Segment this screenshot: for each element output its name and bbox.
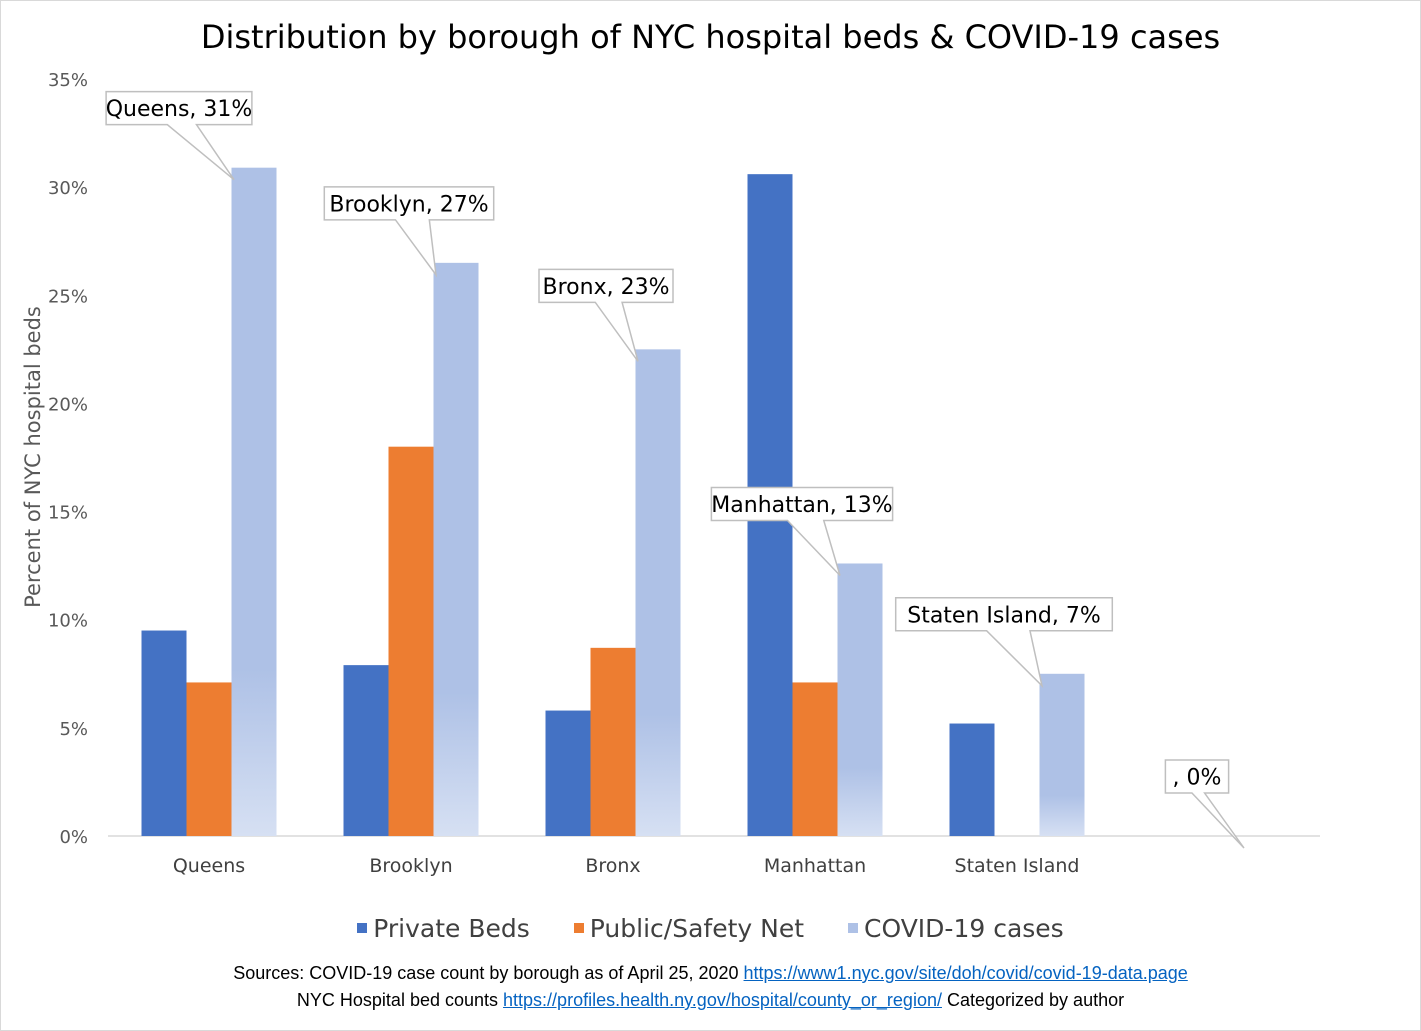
x-tick-label: Staten Island	[955, 855, 1080, 877]
legend-swatch	[848, 923, 859, 933]
sources-line-1-text: Sources: COVID-19 case count by borough …	[233, 963, 739, 983]
bar-private-beds-staten-island	[949, 723, 995, 836]
y-tick-label: 0%	[59, 827, 88, 848]
bar-private-beds-queens	[141, 630, 187, 836]
x-tick-label: Brooklyn	[369, 855, 452, 877]
callout-label: Brooklyn, 27%	[329, 192, 488, 217]
bar-public-safety-net-manhattan	[792, 682, 838, 836]
callout-label: Staten Island, 7%	[907, 603, 1101, 628]
sources-footnote: Sources: COVID-19 case count by borough …	[0, 960, 1421, 1014]
bar-covid-19-cases-queens	[231, 167, 277, 837]
legend-swatch	[573, 923, 584, 933]
sources-line-2-text: NYC Hospital bed counts	[296, 990, 499, 1010]
y-tick-label: 20%	[48, 394, 88, 415]
bar-public-safety-net-queens	[186, 682, 232, 836]
legend-label: Public/Safety Net	[589, 913, 805, 943]
y-tick-label: 10%	[48, 611, 88, 632]
bar-covid-19-cases-brooklyn	[433, 262, 479, 836]
chart-title: Distribution by borough of NYC hospital …	[200, 18, 1221, 56]
legend-label: Private Beds	[373, 913, 530, 943]
callout-box-staten-island	[894, 597, 1114, 689]
sources-line-2: NYC Hospital bed counts https://profiles…	[0, 987, 1421, 1014]
bar-covid-19-cases-bronx	[635, 349, 681, 836]
bar-private-beds-brooklyn	[343, 665, 389, 836]
y-tick-label: 5%	[59, 719, 88, 740]
callout-label: Queens, 31%	[106, 97, 253, 122]
y-tick-label: 15%	[48, 503, 88, 524]
callout-box-blank	[1164, 759, 1245, 849]
hospital-profiles-link[interactable]: https://profiles.health.ny.gov/hospital/…	[503, 990, 942, 1010]
y-tick-label: 25%	[48, 286, 88, 307]
callout-box-bronx	[538, 268, 674, 362]
x-tick-label: Bronx	[585, 855, 640, 877]
bar-covid-19-cases-staten-island	[1039, 673, 1085, 836]
sources-line-1: Sources: COVID-19 case count by borough …	[0, 960, 1421, 987]
covid-data-link[interactable]: https://www1.nyc.gov/site/doh/covid/covi…	[743, 963, 1188, 983]
y-tick-label: 30%	[48, 178, 88, 199]
legend-item-public-safety-net: Public/Safety Net	[573, 913, 805, 943]
sources-line-2-suffix: Categorized by author	[946, 990, 1125, 1010]
legend-item-private-beds: Private Beds	[357, 914, 530, 943]
bar-public-safety-net-bronx	[590, 647, 636, 836]
legend-item-covid-19-cases: COVID-19 cases	[848, 914, 1064, 943]
bar-public-safety-net-brooklyn	[388, 446, 434, 836]
legend: Private Beds Public/Safety Net COVID-19 ca…	[0, 910, 1421, 943]
plot-area: 0% 5% 10% 15% 20% 25% 30% 35% Queens Brooklyn Bron…	[48, 70, 1320, 877]
callout-label: , 0%	[1173, 766, 1222, 791]
callout-box-manhattan	[710, 486, 894, 576]
callout-label: Manhattan, 13%	[711, 493, 892, 518]
legend-label: COVID-19 cases	[864, 913, 1064, 943]
callout-box-brooklyn	[323, 186, 495, 278]
callout-label: Bronx, 23%	[543, 275, 670, 300]
x-tick-label: Queens	[173, 855, 245, 877]
x-tick-label: Manhattan	[764, 855, 866, 877]
bar-covid-19-cases-manhattan	[837, 563, 883, 836]
y-tick-label: 35%	[48, 70, 88, 91]
legend-swatch	[357, 923, 368, 933]
callout-box-queens	[105, 90, 253, 181]
bar-private-beds-bronx	[545, 710, 591, 836]
